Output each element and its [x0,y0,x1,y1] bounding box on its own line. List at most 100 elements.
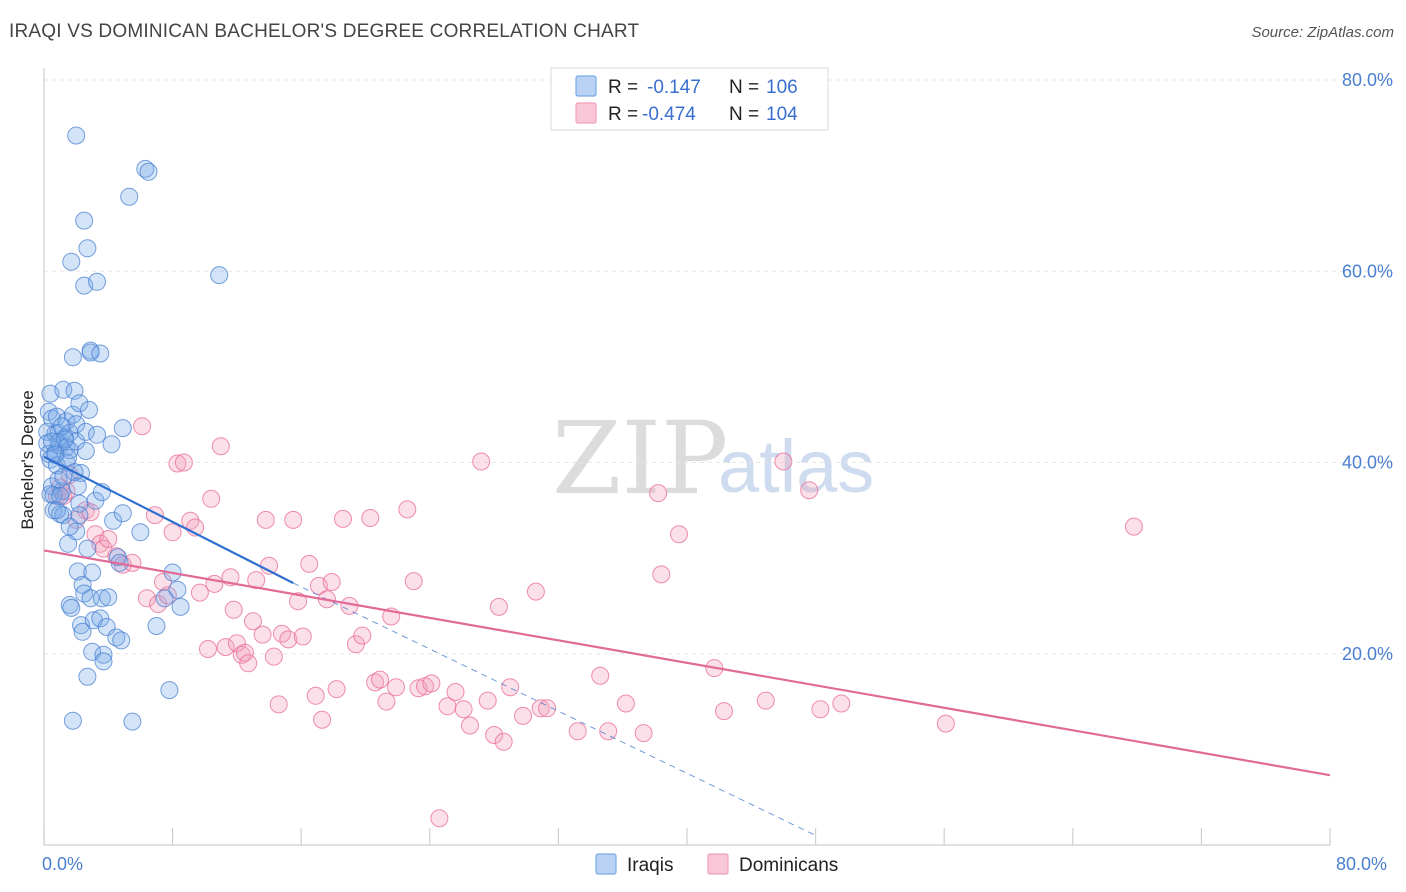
iraqi-point [62,252,81,271]
iraqi-point [171,597,190,616]
legend-n-label-2: N = [729,104,759,125]
dominican-point [649,484,668,503]
series-label-iraqis: Iraqis [627,855,673,876]
iraqi-trend-line [43,455,294,584]
dominican-point [216,638,235,657]
legend-swatch-iraqis [575,75,597,97]
dominican-point [205,574,224,593]
dominican-point [244,612,262,631]
dominican-point [634,724,653,743]
series-legend: Iraqis Dominicans [595,853,838,876]
iraqi-point [102,435,121,454]
dominican-point [199,640,217,658]
dominican-point [361,509,380,527]
dominican-point [279,630,298,649]
dominican-point [202,489,221,508]
series-swatch-iraqis [595,853,617,875]
iraqi-point [88,425,106,444]
dominican-point [489,597,508,616]
x-tick-label-min: 0.0% [42,854,83,874]
iraqi-point [75,584,94,603]
dominican-point [300,554,319,573]
iraqi-point [94,652,113,671]
dominican-point [446,683,465,701]
iraqi-point [49,470,68,489]
iraqi-point [67,432,86,451]
dominican-point [531,699,550,718]
iraqi-points [38,126,229,731]
dominican-point [353,626,372,645]
iraqi-point [155,589,174,608]
iraqi-point [60,596,79,614]
dominican-point [494,732,513,751]
iraqi-point [78,667,97,686]
dominican-point [715,702,733,721]
iraqi-point [112,631,131,650]
dominican-point [293,627,312,646]
iraqi-point [68,477,87,496]
iraqi-point [123,712,142,731]
iraqi-point [210,266,229,285]
dominican-point [284,510,303,529]
iraqi-point [70,394,89,413]
dominican-point [174,453,193,472]
iraqi-point [63,711,82,730]
dominican-point [158,586,177,605]
y-tick-label: 80.0% [1342,70,1393,90]
iraqi-point [67,126,86,145]
dominican-point [832,694,851,713]
x-ticks [43,828,1331,845]
iraqi-point [73,622,92,641]
dominican-point [235,643,254,662]
dominican-point [99,530,118,548]
iraqi-point [136,159,155,178]
iraqi-point [75,211,94,230]
dominican-point [599,722,618,741]
iraqi-point [83,563,102,582]
dominican-trend-line [43,549,1331,777]
dominican-point [239,654,258,673]
dominican-point [163,523,182,542]
dominican-point [322,573,341,591]
legend-n-value-2: 104 [766,104,798,125]
dominican-point [398,500,417,519]
trend-lines [43,455,1331,836]
iraqi-point [113,504,132,523]
y-tick-labels: 20.0% 40.0% 60.0% 80.0% [1342,70,1393,664]
gridlines [44,79,1392,655]
dominican-point [289,592,307,611]
iraqi-point [54,506,73,525]
dominican-point [154,573,172,591]
iraqi-point [120,187,139,206]
dominican-point [256,510,275,529]
dominican-point [253,625,272,644]
dominican-point [422,674,441,693]
legend-r-label-2: R = [608,104,638,125]
dominican-point [306,686,325,705]
dominican-point [800,481,819,500]
dominican-point [377,692,396,711]
iraqi-point [68,562,87,581]
x-tick-label-max: 80.0% [1336,854,1387,874]
dominican-point [137,589,156,608]
iraqi-point [76,422,95,441]
legend-box [550,67,829,131]
iraqi-point [54,467,73,486]
dominican-point [461,716,479,735]
dominican-point [327,680,346,699]
legend-r-value-1: -0.147 [647,77,701,98]
y-tick-label: 40.0% [1342,453,1393,473]
iraqi-point [139,162,158,181]
iraqi-point [43,432,61,451]
dominican-point [454,700,473,719]
dominican-point [190,583,209,602]
series-swatch-dominicans [707,853,729,875]
series-label-dominicans: Dominicans [739,855,838,876]
dominican-point [568,722,587,741]
iraqi-point [76,442,95,460]
dominican-point [387,678,405,697]
iraqi-point [131,523,150,542]
y-tick-label: 20.0% [1342,644,1393,664]
iraqi-point [92,589,111,608]
